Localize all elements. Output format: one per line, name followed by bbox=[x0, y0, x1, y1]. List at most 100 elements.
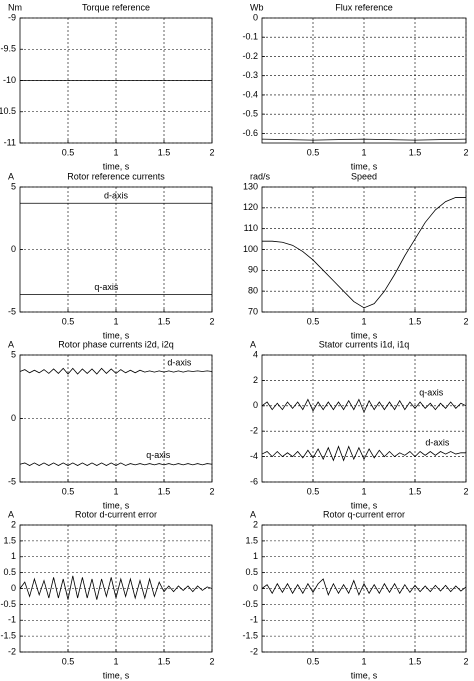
y-tick-label: -9.5 bbox=[0, 44, 16, 54]
chart-title: Rotor q-current error bbox=[323, 509, 405, 519]
x-tick-label: 1 bbox=[113, 656, 118, 666]
chart-title: Rotor d-current error bbox=[75, 509, 157, 519]
y-unit: A bbox=[8, 171, 14, 181]
x-axis-label: time, s bbox=[351, 161, 378, 171]
series-label: q-axis bbox=[146, 450, 171, 460]
x-tick-label: 2 bbox=[209, 147, 214, 157]
y-tick-label: -0.6 bbox=[242, 128, 258, 138]
y-tick-label: -0.5 bbox=[242, 599, 258, 609]
y-tick-label: -1.5 bbox=[0, 631, 16, 641]
series-label: q-axis bbox=[419, 388, 444, 398]
data-line bbox=[261, 138, 467, 141]
y-tick-label: -11 bbox=[4, 137, 16, 147]
y-tick-label: 1 bbox=[253, 551, 258, 561]
y-tick-label: -1 bbox=[8, 615, 16, 625]
y-tick-label: 120 bbox=[243, 202, 258, 212]
y-tick-label: 1 bbox=[11, 551, 16, 561]
y-tick-label: -2 bbox=[8, 646, 16, 656]
series-label: d-axis bbox=[104, 191, 129, 201]
y-unit: A bbox=[250, 339, 256, 349]
data-line bbox=[261, 445, 466, 462]
plot-frame bbox=[261, 354, 467, 483]
y-tick-label: 4 bbox=[253, 349, 258, 359]
y-tick-label: 0 bbox=[11, 244, 16, 254]
chart-title: Rotor reference currents bbox=[67, 171, 165, 181]
x-axis-label: time, s bbox=[351, 330, 378, 340]
x-tick-label: 1.5 bbox=[409, 486, 422, 496]
data-line bbox=[19, 575, 213, 600]
x-tick-label: 1 bbox=[361, 486, 366, 496]
chart-title: Stator currents i1d, i1q bbox=[319, 339, 410, 349]
x-tick-label: 1.5 bbox=[158, 316, 171, 326]
x-tick-label: 1.5 bbox=[158, 656, 171, 666]
y-tick-label: -10.5 bbox=[0, 106, 16, 116]
y-tick-label: 0.5 bbox=[3, 567, 16, 577]
x-axis-label: time, s bbox=[103, 330, 130, 340]
x-tick-label: 2 bbox=[463, 316, 468, 326]
x-tick-label: 1.5 bbox=[409, 147, 422, 157]
x-tick-label: 1.5 bbox=[158, 486, 171, 496]
y-tick-label: -5 bbox=[8, 306, 16, 316]
x-tick-label: 0.5 bbox=[307, 486, 320, 496]
x-axis-label: time, s bbox=[103, 670, 130, 680]
y-unit: A bbox=[8, 339, 14, 349]
y-tick-label: -4 bbox=[250, 451, 258, 461]
y-tick-label: -0.4 bbox=[242, 89, 258, 99]
data-line bbox=[262, 197, 466, 309]
x-tick-label: 1 bbox=[361, 656, 366, 666]
plot-frame bbox=[19, 354, 213, 483]
x-tick-label: 2 bbox=[209, 316, 214, 326]
y-tick-label: 110 bbox=[244, 223, 258, 233]
y-tick-label: -9 bbox=[8, 12, 16, 22]
data-line bbox=[261, 398, 467, 414]
x-tick-label: 1.5 bbox=[409, 316, 422, 326]
chart-title: Torque reference bbox=[82, 2, 150, 12]
x-tick-label: 2 bbox=[463, 656, 468, 666]
y-tick-label: 0 bbox=[253, 12, 258, 22]
y-tick-label: 0.5 bbox=[245, 567, 258, 577]
y-tick-label: 0 bbox=[253, 583, 258, 593]
y-tick-label: -2 bbox=[250, 426, 258, 436]
y-tick-label: 90 bbox=[248, 265, 258, 275]
plot-frame bbox=[19, 186, 213, 313]
y-tick-label: 1.5 bbox=[245, 535, 258, 545]
y-unit: Nm bbox=[8, 2, 22, 12]
y-tick-label: 5 bbox=[11, 349, 16, 359]
x-tick-label: 1 bbox=[113, 316, 118, 326]
chart-title: Flux reference bbox=[335, 2, 393, 12]
y-tick-label: 0 bbox=[11, 413, 16, 423]
x-tick-label: 0.5 bbox=[62, 656, 75, 666]
x-tick-label: 2 bbox=[463, 486, 468, 496]
y-tick-label: -5 bbox=[8, 476, 16, 486]
x-tick-label: 1 bbox=[361, 316, 366, 326]
x-tick-label: 1 bbox=[113, 486, 118, 496]
y-unit: A bbox=[8, 509, 14, 519]
y-unit: Wb bbox=[250, 2, 264, 12]
y-tick-label: -0.3 bbox=[242, 70, 258, 80]
y-tick-label: -1 bbox=[250, 615, 258, 625]
x-tick-label: 2 bbox=[209, 486, 214, 496]
x-tick-label: 0.5 bbox=[62, 486, 75, 496]
y-tick-label: 0 bbox=[253, 400, 258, 410]
y-tick-label: 0 bbox=[11, 583, 16, 593]
x-axis-label: time, s bbox=[351, 670, 378, 680]
y-tick-label: -1.5 bbox=[242, 631, 258, 641]
data-line bbox=[261, 578, 467, 596]
x-tick-label: 1.5 bbox=[409, 656, 422, 666]
x-tick-label: 0.5 bbox=[307, 656, 320, 666]
x-tick-label: 1.5 bbox=[158, 147, 171, 157]
y-tick-label: -0.2 bbox=[242, 51, 258, 61]
y-tick-label: 5 bbox=[11, 181, 16, 191]
x-tick-label: 0.5 bbox=[307, 316, 320, 326]
y-tick-label: -2 bbox=[250, 646, 258, 656]
y-tick-label: -0.5 bbox=[242, 109, 258, 119]
chart-title: Rotor phase currents i2d, i2q bbox=[58, 339, 174, 349]
y-tick-label: 100 bbox=[243, 244, 258, 254]
y-tick-label: -0.5 bbox=[0, 599, 16, 609]
series-label: d-axis bbox=[425, 438, 450, 448]
y-tick-label: 2 bbox=[253, 519, 258, 529]
data-line bbox=[19, 462, 213, 466]
series-label: q-axis bbox=[94, 282, 119, 292]
plot-frame bbox=[261, 17, 467, 144]
